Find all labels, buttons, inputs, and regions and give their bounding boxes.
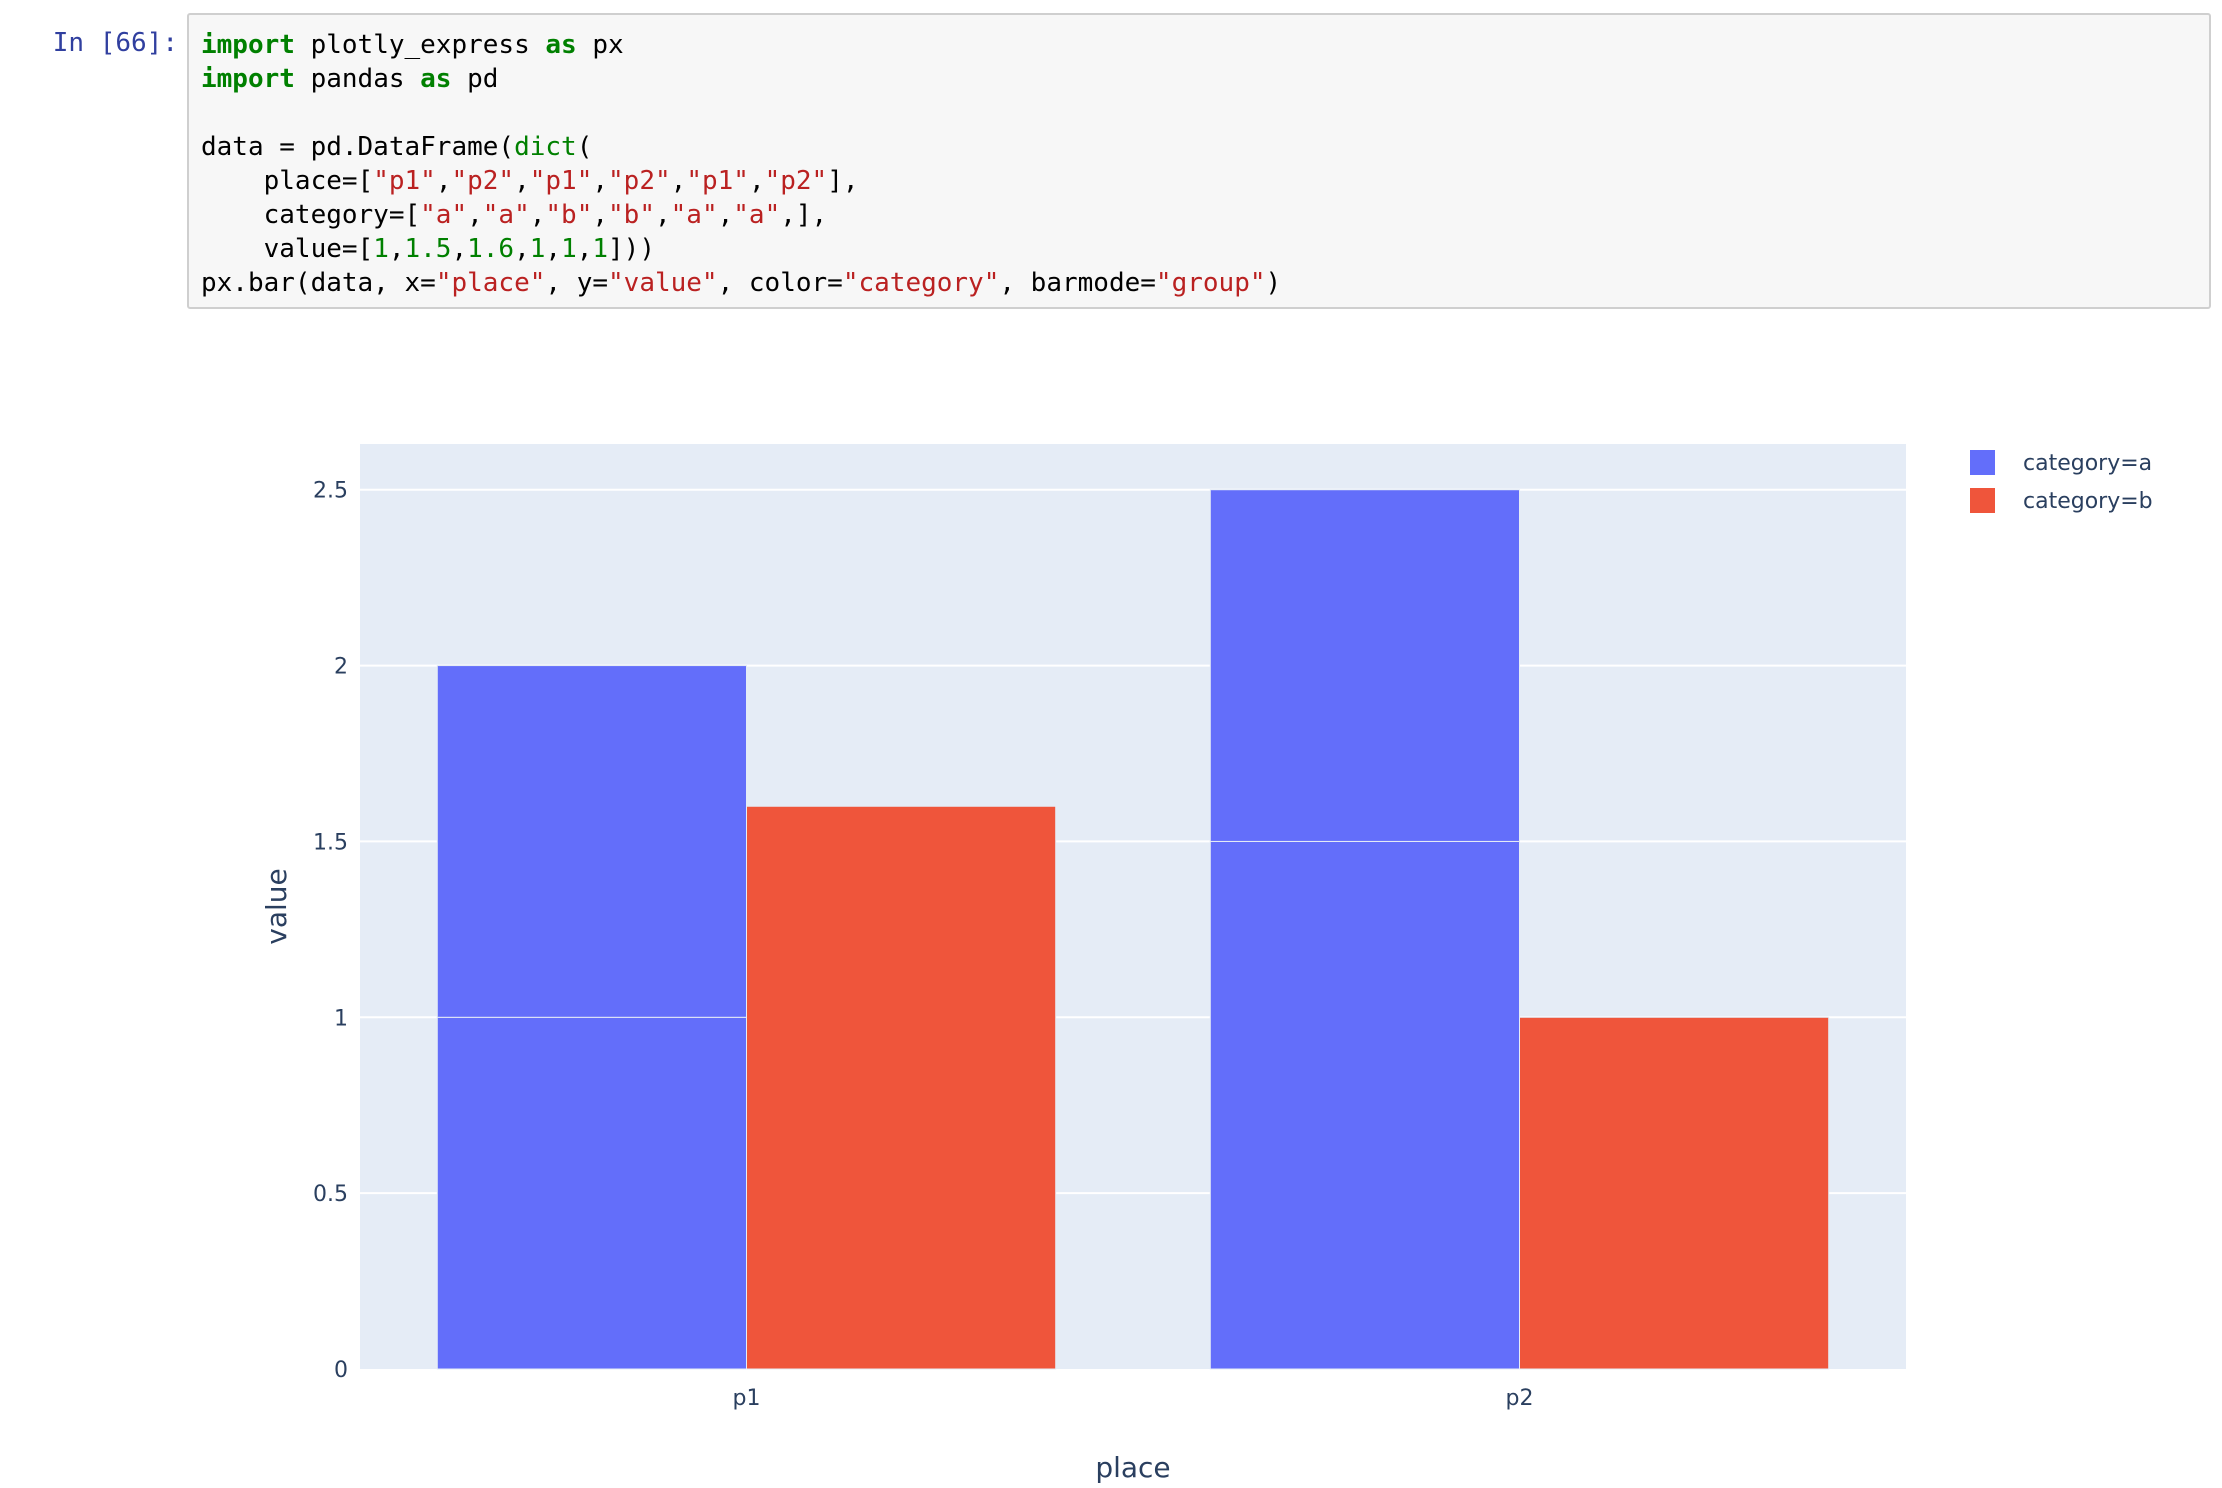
legend-swatch — [1970, 488, 1995, 513]
code-editor[interactable]: import plotly_express as px import pandas… — [201, 28, 1281, 300]
code-token: ])) — [608, 234, 655, 264]
code-token: px — [576, 30, 624, 60]
code-token: , — [592, 200, 609, 230]
code-token: "p2" — [608, 166, 671, 196]
code-token: "p1" — [686, 166, 749, 196]
code-token: , — [545, 234, 562, 264]
code-token: "a" — [733, 200, 781, 230]
code-token: , — [717, 200, 734, 230]
code-token: data = pd.DataFrame( — [201, 132, 515, 162]
code-token: as — [420, 64, 452, 94]
code-token: ( — [576, 132, 593, 162]
y-tick-label: 1.5 — [313, 830, 348, 855]
y-tick-label: 0.5 — [313, 1182, 348, 1207]
y-axis-title: value — [260, 868, 293, 944]
code-token: , barmode= — [999, 268, 1156, 298]
code-token: , color= — [717, 268, 843, 298]
bar-p2-category=b — [1519, 1016, 1830, 1370]
code-token: , — [467, 200, 483, 230]
code-token: 1 — [561, 234, 577, 264]
code-token: "category" — [842, 268, 1000, 298]
code-token: , y= — [545, 268, 609, 298]
code-line: category=["a","a","b","b","a","a",], — [201, 198, 1281, 232]
code-token: import — [201, 64, 295, 94]
code-token: , — [435, 166, 452, 196]
code-token: import — [201, 30, 295, 60]
code-token: ], — [827, 166, 859, 196]
bar-p2-category=a — [1209, 489, 1521, 842]
code-token: pd — [451, 64, 499, 94]
y-tick-label: 2.5 — [313, 479, 348, 504]
bar-p1-category=a — [436, 1016, 747, 1370]
code-token: "p2" — [451, 166, 515, 196]
code-token: , — [529, 200, 546, 230]
bar-p1-category=b — [746, 805, 1057, 1370]
code-token: , — [388, 234, 405, 264]
y-tick-label: 1 — [334, 1006, 348, 1031]
x-tick-label: p2 — [1506, 1386, 1534, 1411]
code-token: "place" — [435, 268, 546, 298]
code-line: import pandas as pd — [201, 62, 1281, 96]
code-token: , — [514, 234, 530, 264]
code-token: 1.6 — [467, 234, 515, 264]
code-token: "p1" — [373, 166, 436, 196]
y-tick-label: 0 — [334, 1358, 348, 1383]
code-token: , — [451, 234, 468, 264]
cell-prompt: In [66]: — [52, 28, 178, 58]
code-token: , — [592, 166, 609, 196]
code-token: , — [655, 200, 671, 230]
code-token: "p2" — [764, 166, 828, 196]
code-token: 1.5 — [404, 234, 452, 264]
legend-swatch — [1970, 450, 1995, 475]
code-token: dict — [514, 132, 577, 162]
code-token: , — [670, 166, 687, 196]
code-token: plotly_express — [294, 30, 546, 60]
code-cell[interactable]: import plotly_express as px import pandas… — [187, 13, 2211, 309]
code-token: place=[ — [201, 166, 374, 196]
x-axis-title: place — [1095, 1451, 1170, 1484]
x-tick-label: p1 — [733, 1386, 761, 1411]
code-token: , — [576, 234, 593, 264]
code-token: ,], — [780, 200, 828, 230]
code-token: category=[ — [201, 200, 421, 230]
code-token: value=[ — [201, 234, 374, 264]
bar-p1-category=a — [436, 665, 747, 1018]
code-token: "a" — [482, 200, 530, 230]
code-line: value=[1,1.5,1.6,1,1,1])) — [201, 232, 1281, 266]
code-token: pandas — [294, 64, 421, 94]
code-token: ) — [1265, 268, 1282, 298]
legend-label: category=a — [2023, 451, 2152, 476]
code-token: , — [748, 166, 765, 196]
code-token: px.bar(data, x= — [201, 268, 436, 298]
code-token: 1 — [529, 234, 546, 264]
code-line: data = pd.DataFrame(dict( — [201, 130, 1281, 164]
code-line: px.bar(data, x="place", y="value", color… — [201, 266, 1281, 300]
bar-p2-category=a — [1209, 840, 1521, 1370]
code-token: "a" — [670, 200, 718, 230]
code-token: "group" — [1155, 268, 1266, 298]
code-line: place=["p1","p2","p1","p2","p1","p2"], — [201, 164, 1281, 198]
code-token: "value" — [608, 268, 718, 298]
code-token: , — [514, 166, 530, 196]
code-line: import plotly_express as px — [201, 28, 1281, 62]
code-token: "a" — [420, 200, 468, 230]
code-token: "p1" — [529, 166, 593, 196]
legend-label: category=b — [2023, 489, 2153, 514]
y-tick-label: 2 — [334, 655, 348, 680]
code-token: 1 — [373, 234, 389, 264]
code-token: 1 — [592, 234, 609, 264]
code-token: "b" — [545, 200, 593, 230]
code-token: "b" — [608, 200, 655, 230]
code-token: as — [545, 30, 577, 60]
